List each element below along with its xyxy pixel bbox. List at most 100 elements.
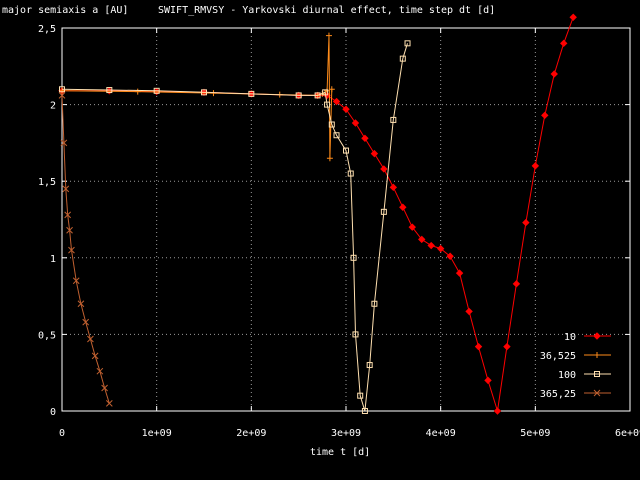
data-point <box>560 39 568 48</box>
data-point <box>96 367 104 375</box>
data-point <box>333 132 340 139</box>
data-point <box>351 119 360 127</box>
y-tick-label: 2 <box>50 101 56 112</box>
data-point <box>332 97 341 106</box>
grid <box>62 28 630 411</box>
data-point <box>380 208 387 215</box>
legend-marker <box>594 352 600 358</box>
x-tick-label: 4e+09 <box>426 428 456 439</box>
data-point <box>106 87 113 94</box>
series-line <box>61 43 408 412</box>
data-point <box>371 300 378 307</box>
legend-label: 10 <box>564 332 576 343</box>
data-point <box>82 318 90 326</box>
data-point <box>91 352 99 360</box>
series-2 <box>59 40 411 414</box>
data-point <box>87 335 94 343</box>
data-point <box>522 218 530 227</box>
data-point <box>77 300 85 308</box>
legend-label: 100 <box>558 370 576 381</box>
data-point <box>427 241 435 250</box>
data-point <box>342 105 350 113</box>
data-point <box>328 121 335 128</box>
data-point <box>325 32 332 39</box>
x-tick-label: 6e+09 <box>615 428 640 439</box>
data-point <box>550 70 558 78</box>
data-point <box>68 246 75 254</box>
y-tick-label: 2,5 <box>38 24 56 35</box>
data-point <box>62 185 70 193</box>
data-point <box>418 235 426 244</box>
data-point <box>531 162 540 170</box>
data-point <box>436 244 445 253</box>
y-tick-label: 1 <box>50 254 56 265</box>
data-point <box>328 86 335 93</box>
data-point <box>66 226 73 234</box>
legend-marker <box>594 371 600 377</box>
data-point <box>399 55 406 62</box>
data-point <box>105 399 113 407</box>
data-point <box>484 376 492 385</box>
axis-ticks: 0 1e+09 2e+09 3e+09 4e+09 5e+09 6e+09 0 0,5 1 1,5 2… <box>38 24 640 439</box>
x-axis-label: time t [d] <box>310 447 370 458</box>
data-point <box>446 252 454 260</box>
data-point <box>512 280 521 288</box>
data-point <box>361 408 368 414</box>
data-point <box>390 116 397 123</box>
legend-label: 36,525 <box>540 351 576 362</box>
x-tick-label: 0 <box>59 428 65 439</box>
data-point <box>380 165 388 173</box>
data-point <box>134 88 141 95</box>
data-point <box>343 147 349 154</box>
data-point <box>295 92 302 99</box>
data-point <box>493 407 502 415</box>
data-point <box>503 342 511 351</box>
x-tick-label: 1e+09 <box>142 428 172 439</box>
x-tick-label: 3e+09 <box>331 428 361 439</box>
chart-title: SWIFT_RMVSY - Yarkovski diurnal effect, … <box>158 5 495 16</box>
data-point <box>366 362 373 369</box>
data-point <box>58 92 66 99</box>
data-point <box>64 211 72 219</box>
data-point <box>399 203 407 211</box>
data-point <box>474 342 483 351</box>
x-tick-label: 2e+09 <box>236 428 266 439</box>
y-tick-label: 0 <box>50 407 56 418</box>
legend-marker <box>593 389 601 397</box>
data-point <box>465 307 473 316</box>
y-tick-label: 0,5 <box>38 330 56 341</box>
data-point <box>389 183 398 192</box>
data-point <box>324 87 331 94</box>
data-point <box>347 170 354 177</box>
series-line <box>61 95 110 404</box>
data-point <box>326 155 333 162</box>
data-point <box>404 40 411 47</box>
data-point <box>541 111 549 120</box>
series-3 <box>58 92 113 407</box>
data-point <box>352 331 359 338</box>
x-tick-label: 5e+09 <box>520 428 550 439</box>
legend: 10 36,525 100 365,25 <box>540 332 611 400</box>
data-point <box>350 254 357 261</box>
data-point <box>370 149 379 158</box>
data-point <box>72 277 80 285</box>
data-point <box>455 269 464 277</box>
data-point <box>59 86 65 93</box>
y-axis-label: major semiaxis a [AU] <box>2 5 128 16</box>
data-point <box>408 223 416 231</box>
data-point <box>322 89 329 96</box>
data-point <box>201 89 207 96</box>
legend-label: 365,25 <box>540 389 576 400</box>
data-point <box>60 139 68 147</box>
data-point <box>361 134 369 143</box>
series-group <box>58 13 577 415</box>
data-point <box>357 392 364 399</box>
data-point <box>101 384 108 392</box>
data-point <box>248 90 255 97</box>
data-point <box>324 101 331 108</box>
y-tick-label: 1,5 <box>38 177 56 188</box>
data-point <box>314 92 321 99</box>
data-point <box>153 87 160 94</box>
